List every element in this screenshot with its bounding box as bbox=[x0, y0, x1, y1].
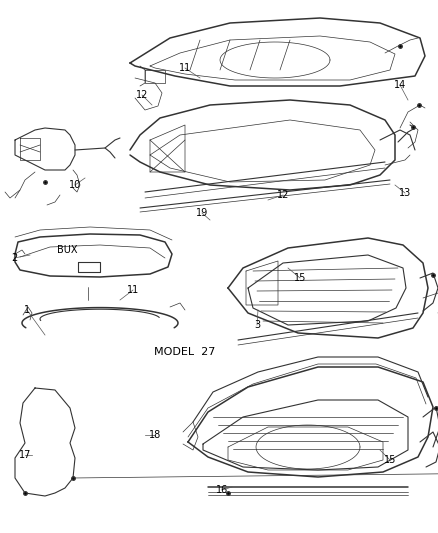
Text: 2: 2 bbox=[11, 253, 17, 263]
Text: 11: 11 bbox=[127, 285, 139, 295]
Text: BUX: BUX bbox=[57, 245, 77, 255]
Text: 3: 3 bbox=[254, 320, 260, 330]
Text: 14: 14 bbox=[394, 80, 406, 90]
Text: 13: 13 bbox=[399, 188, 411, 198]
Text: 10: 10 bbox=[69, 180, 81, 190]
Text: 15: 15 bbox=[294, 273, 306, 283]
Text: 15: 15 bbox=[384, 455, 396, 465]
Text: 18: 18 bbox=[149, 430, 161, 440]
Text: 16: 16 bbox=[216, 485, 228, 495]
Text: 11: 11 bbox=[179, 63, 191, 73]
Text: MODEL  27: MODEL 27 bbox=[154, 347, 215, 357]
Text: 12: 12 bbox=[136, 90, 148, 100]
Text: 1: 1 bbox=[24, 305, 30, 315]
Text: 19: 19 bbox=[196, 208, 208, 218]
Text: 12: 12 bbox=[277, 190, 289, 200]
Text: 17: 17 bbox=[19, 450, 31, 460]
